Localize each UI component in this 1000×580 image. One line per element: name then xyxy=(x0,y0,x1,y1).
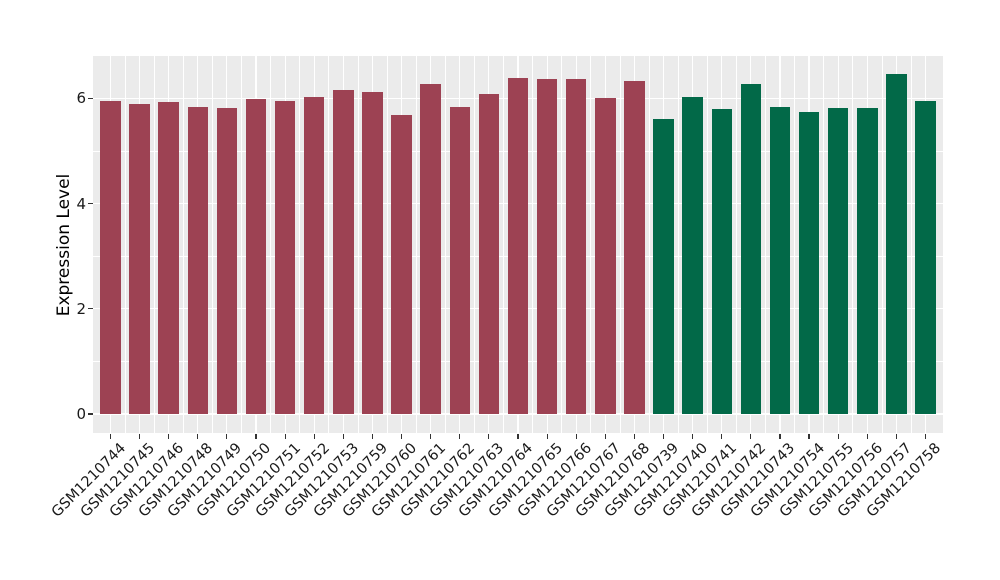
bar-GSM1210767 xyxy=(595,97,616,415)
bar-GSM1210760 xyxy=(391,114,412,415)
x-axis-tick xyxy=(342,434,344,439)
x-axis-tick xyxy=(750,434,752,439)
gridline-minor-vertical xyxy=(794,56,795,433)
x-axis-tick xyxy=(721,434,723,439)
gridline-minor-vertical xyxy=(648,56,650,433)
x-axis-tick xyxy=(546,434,548,439)
gridline-minor-vertical xyxy=(124,56,126,433)
gridline-minor-vertical xyxy=(357,56,359,433)
bar-GSM1210742 xyxy=(740,83,762,415)
gridline-minor-vertical xyxy=(415,56,417,433)
x-axis-tick xyxy=(168,434,170,439)
plot-panel xyxy=(93,56,943,433)
x-axis-tick xyxy=(633,434,636,439)
bar-GSM1210753 xyxy=(333,89,354,415)
x-axis-tick xyxy=(662,434,665,439)
y-tick-label: 4 xyxy=(76,194,86,213)
gridline-minor-vertical xyxy=(211,56,213,433)
gridline-minor-vertical xyxy=(852,56,854,433)
bar-GSM1210764 xyxy=(507,78,529,415)
bar-GSM1210745 xyxy=(129,103,150,415)
gridline-minor-vertical xyxy=(590,56,592,433)
y-tick-label: 0 xyxy=(76,405,86,423)
x-axis-tick xyxy=(138,434,141,439)
bar-GSM1210758 xyxy=(915,101,936,415)
bar-GSM1210755 xyxy=(828,107,849,415)
x-axis-tick xyxy=(459,434,461,439)
gridline-minor-vertical xyxy=(677,56,679,433)
bar-GSM1210748 xyxy=(187,106,208,415)
x-axis-tick xyxy=(109,434,112,439)
bar-GSM1210750 xyxy=(245,98,267,415)
gridline-minor-vertical xyxy=(910,56,912,433)
x-axis-tick xyxy=(226,434,228,439)
bar-GSM1210741 xyxy=(711,108,732,415)
bar-GSM1210740 xyxy=(682,96,703,415)
gridline-minor-vertical xyxy=(270,56,271,433)
y-axis-tick xyxy=(88,203,93,205)
x-axis-tick xyxy=(779,434,781,439)
y-axis-title: Expression Level xyxy=(54,173,74,317)
gridline-minor-vertical xyxy=(182,56,184,433)
bar-GSM1210756 xyxy=(857,107,878,415)
bar-GSM1210762 xyxy=(449,106,470,415)
x-axis-tick xyxy=(313,434,315,439)
gridline-minor-vertical xyxy=(881,56,883,433)
y-tick-label: 2 xyxy=(76,299,86,318)
y-tick-label: 6 xyxy=(76,89,86,108)
y-axis-tick xyxy=(88,413,93,415)
gridline-minor-vertical xyxy=(735,56,737,433)
bar-GSM1210757 xyxy=(886,74,907,415)
bar-GSM1210743 xyxy=(769,106,791,415)
gridline-minor-vertical xyxy=(473,56,475,433)
bar-GSM1210754 xyxy=(798,112,820,415)
bar-GSM1210749 xyxy=(216,108,238,415)
gridline-minor-vertical xyxy=(241,56,242,433)
gridline-minor-vertical xyxy=(532,56,533,433)
gridline-minor-vertical xyxy=(299,56,300,433)
x-axis-tick xyxy=(430,434,432,439)
gridline-minor-vertical xyxy=(444,56,446,433)
x-axis-tick xyxy=(604,434,606,439)
x-axis-tick xyxy=(837,434,839,439)
x-axis-tick xyxy=(488,434,490,439)
bar-GSM1210739 xyxy=(653,118,674,415)
bar-GSM1210768 xyxy=(624,81,645,415)
x-axis-tick xyxy=(895,434,897,439)
gridline-minor-vertical xyxy=(619,56,621,433)
x-axis-tick xyxy=(255,434,257,439)
gridline-minor-vertical xyxy=(706,56,708,433)
bar-GSM1210744 xyxy=(100,100,121,415)
x-axis-tick xyxy=(517,434,519,439)
bar-GSM1210752 xyxy=(304,97,325,415)
x-axis-tick xyxy=(924,434,927,439)
bar-GSM1210751 xyxy=(274,101,296,415)
x-axis-tick xyxy=(575,434,577,439)
x-axis-tick xyxy=(371,434,374,439)
gridline-minor-vertical xyxy=(765,56,766,433)
y-axis-tick xyxy=(88,97,93,99)
x-axis-tick xyxy=(284,434,286,439)
gridline-minor-vertical xyxy=(503,56,504,433)
bar-GSM1210763 xyxy=(478,94,500,415)
gridline-minor-vertical xyxy=(386,56,388,433)
gridline-minor-vertical xyxy=(561,56,562,433)
bar-GSM1210761 xyxy=(420,83,441,415)
y-axis-tick xyxy=(88,308,93,310)
x-axis-tick xyxy=(808,434,810,439)
bar-GSM1210765 xyxy=(536,78,558,415)
x-axis-tick xyxy=(400,434,403,439)
gridline-minor-vertical xyxy=(328,56,330,433)
x-axis-tick xyxy=(692,434,694,439)
gridline-minor-vertical xyxy=(153,56,155,433)
bar-GSM1210766 xyxy=(566,78,587,415)
bar-GSM1210746 xyxy=(158,101,179,415)
x-axis-tick xyxy=(197,434,199,439)
gridline-minor-vertical xyxy=(823,56,824,433)
x-axis-tick xyxy=(866,434,868,439)
bar-GSM1210759 xyxy=(362,91,383,415)
